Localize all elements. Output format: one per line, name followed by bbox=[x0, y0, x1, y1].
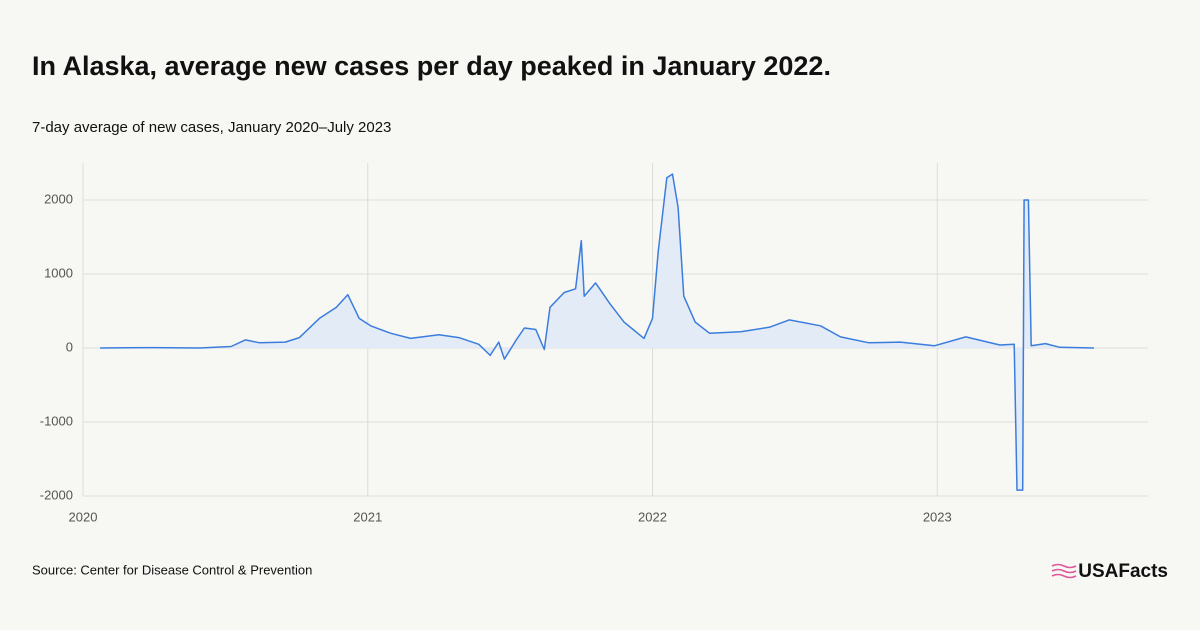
y-tick-label: -1000 bbox=[40, 413, 73, 428]
y-tick-label: 0 bbox=[66, 339, 73, 354]
source: Source: Center for Disease Control & Pre… bbox=[32, 562, 312, 577]
chart-subtitle: 7-day average of new cases, January 2020… bbox=[32, 119, 391, 136]
x-tick-label: 2022 bbox=[638, 509, 667, 524]
y-tick-label: 2000 bbox=[44, 191, 73, 206]
x-tick-label: 2021 bbox=[353, 509, 382, 524]
brand-icon bbox=[1051, 563, 1077, 579]
line bbox=[100, 173, 1094, 491]
brand: USAFacts bbox=[1078, 561, 1168, 582]
y-tick-label: -2000 bbox=[40, 487, 73, 502]
y-tick-label: 1000 bbox=[44, 265, 73, 280]
x-tick-label: 2023 bbox=[923, 509, 952, 524]
chart-title: In Alaska, average new cases per day pea… bbox=[32, 51, 831, 81]
x-tick-label: 2020 bbox=[69, 509, 98, 524]
area bbox=[100, 174, 1094, 491]
